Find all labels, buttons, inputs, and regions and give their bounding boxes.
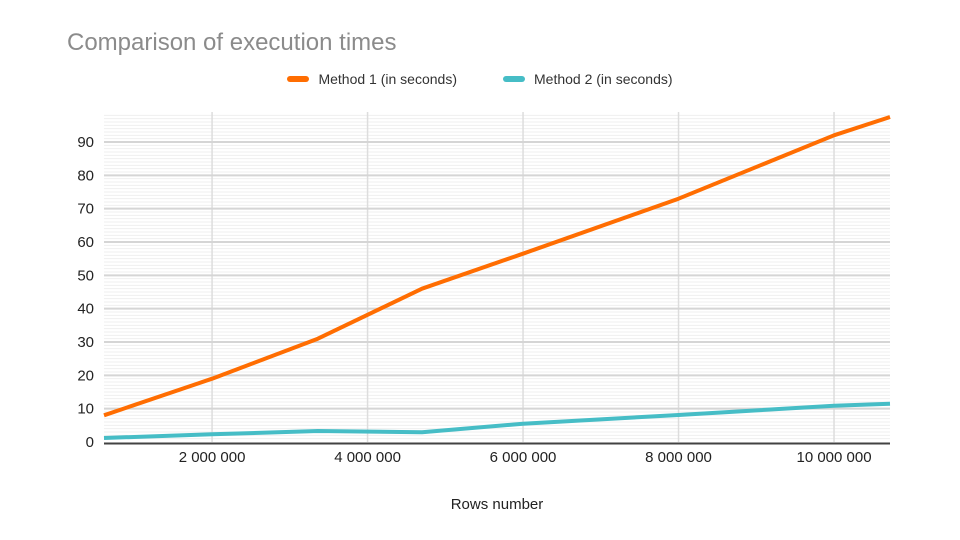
y-tick-label: 50 [77,267,94,284]
x-tick-label: 2 000 000 [179,449,246,466]
y-tick-label: 40 [77,301,94,318]
legend-swatch-method-1 [287,76,310,82]
y-tick-label: 10 [77,401,94,418]
chart-title: Comparison of execution times [67,29,397,56]
legend-item-method-1[interactable]: Method 1 (in seconds) [287,71,457,87]
legend-item-method-2[interactable]: Method 2 (in seconds) [503,71,673,87]
legend-label-method-1: Method 1 (in seconds) [318,71,457,87]
y-tick-label: 20 [77,367,94,384]
x-axis-title: Rows number [450,496,544,513]
legend-swatch-method-2 [503,76,525,82]
x-tick-label: 10 000 000 [796,449,871,466]
series-line-method-2-in-seconds [103,401,891,440]
x-tick-label: 8 000 000 [645,449,712,466]
y-tick-label: 80 [77,167,94,184]
legend-label-method-2: Method 2 (in seconds) [534,71,673,87]
y-tick-label: 70 [77,201,94,218]
x-tick-label: 6 000 000 [490,449,557,466]
y-tick-label: 0 [86,434,94,451]
legend: Method 1 (in seconds) Method 2 (in secon… [0,70,960,88]
x-tick-label: 4 000 000 [334,449,401,466]
y-tick-label: 90 [77,134,94,151]
y-tick-label: 30 [77,334,94,351]
series-line-method-1-in-seconds [103,115,891,418]
y-tick-label: 60 [77,234,94,251]
